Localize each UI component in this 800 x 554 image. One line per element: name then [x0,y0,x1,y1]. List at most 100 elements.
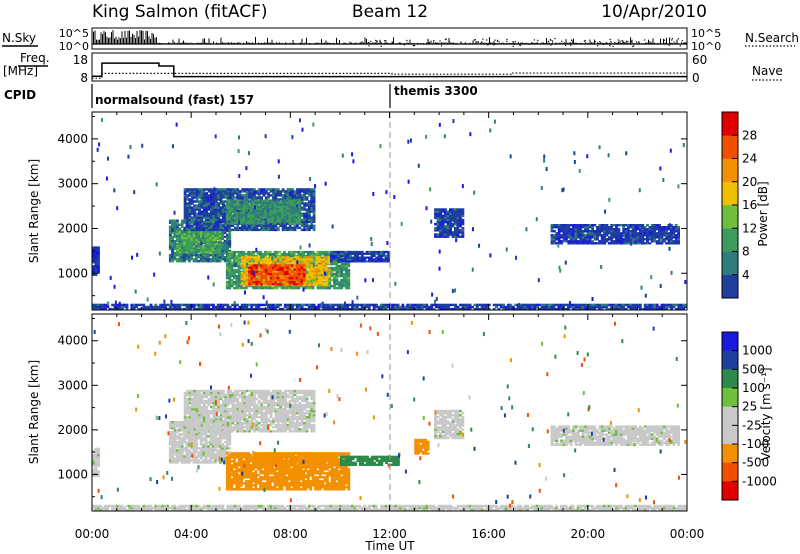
range-gate-cell [271,282,275,286]
range-gate-cell [308,270,312,273]
range-gate-cell [185,236,189,240]
range-gate-cell [261,201,265,204]
range-gate-cell [210,196,213,199]
range-gate-cell [610,234,614,237]
range-gate-cell [228,254,232,258]
range-gate-cell [303,260,307,263]
range-gate-cell [278,209,282,213]
range-gate-cell [279,268,282,271]
range-gate-cell [286,192,290,195]
range-gate-cell [266,207,270,211]
range-gate-cell [202,206,206,209]
range-gate-cell [202,245,205,248]
range-gate-cell [260,190,263,193]
range-gate-cell [231,228,235,232]
range-gate-cell [250,256,254,259]
range-gate-cell [222,210,225,213]
range-gate-cell [225,280,229,284]
range-gate-cell [212,212,216,215]
range-gate-cell [639,242,642,245]
range-gate-cell [325,256,328,259]
range-gate-cell [641,242,645,245]
range-gate-cell [202,251,205,254]
range-gate-cell [332,252,336,255]
range-gate-cell [181,251,184,254]
range-gate-cell [295,266,299,269]
range-gate-cell [275,252,279,256]
range-gate-cell [297,286,301,290]
range-gate-cell [97,269,100,272]
range-gate-cell [260,268,263,271]
range-gate-cell [198,228,201,232]
range-gate-cell [586,230,590,233]
range-gate-cell [434,229,437,232]
range-gate-cell [230,272,234,276]
range-gate-cell [202,230,205,234]
range-gate-cell [264,254,267,258]
noise-search-point [599,41,601,43]
range-gate-cell [615,230,618,233]
range-gate-cell [297,207,301,211]
range-gate-cell [555,238,559,241]
range-gate-cell [210,228,213,232]
range-gate-cell [245,274,249,277]
range-gate-cell [672,240,676,243]
range-gate-cell [212,196,216,199]
range-gate-cell [276,274,280,278]
range-gate-cell [312,190,316,193]
range-gate-cell [271,278,275,282]
range-gate-cell [243,194,247,197]
range-gate-cell [334,258,338,261]
range-gate-cell [328,250,332,254]
range-gate-cell [198,216,201,219]
range-gate-cell [622,224,626,227]
range-gate-cell [225,213,229,217]
range-gate-cell [178,251,182,254]
range-gate-cell [456,227,460,230]
range-gate-cell [171,243,174,247]
range-gate-cell [223,235,227,239]
range-gate-cell [204,232,208,236]
range-gate-cell [94,250,98,253]
range-gate-cell [615,232,618,235]
range-gate-cell [224,220,228,223]
range-gate-cell [243,190,247,193]
range-gate-cell [210,210,213,213]
range-gate-cell [142,303,146,307]
range-gate-cell [360,256,364,259]
range-gate-cell [214,190,218,193]
range-gate-cell [342,264,346,268]
range-gate-cell [235,211,239,215]
range-gate-cell [245,219,248,223]
range-gate-cell [279,282,282,286]
range-gate-cell [276,207,280,211]
range-gate-cell [271,266,275,269]
range-gate-cell [441,210,445,213]
range-gate-cell [370,254,374,257]
range-gate-cell [286,256,290,259]
range-gate-cell [200,206,204,209]
range-gate-cell [176,249,179,252]
range-gate-cell [335,260,339,264]
range-gate-cell [340,264,344,268]
range-gate-cell [636,232,640,235]
range-gate-cell [305,274,309,277]
range-gate-cell [667,242,671,245]
range-gate-cell [300,206,304,209]
range-gate-cell [242,213,246,217]
range-gate-cell [181,230,184,234]
range-gate-cell [308,272,312,275]
range-gate-cell [225,264,229,268]
range-gate-cell [303,283,307,287]
range-gate-cell [295,254,298,258]
range-gate-cell [646,236,649,239]
range-gate-cell [247,205,251,208]
range-gate-cell [223,260,227,263]
range-gate-cell [315,256,319,259]
range-gate-cell [565,238,568,241]
range-gate-cell [298,192,302,195]
range-gate-cell [161,307,165,311]
range-gate-cell [195,206,199,209]
range-gate-cell [255,226,259,230]
range-gate-cell [567,242,571,245]
